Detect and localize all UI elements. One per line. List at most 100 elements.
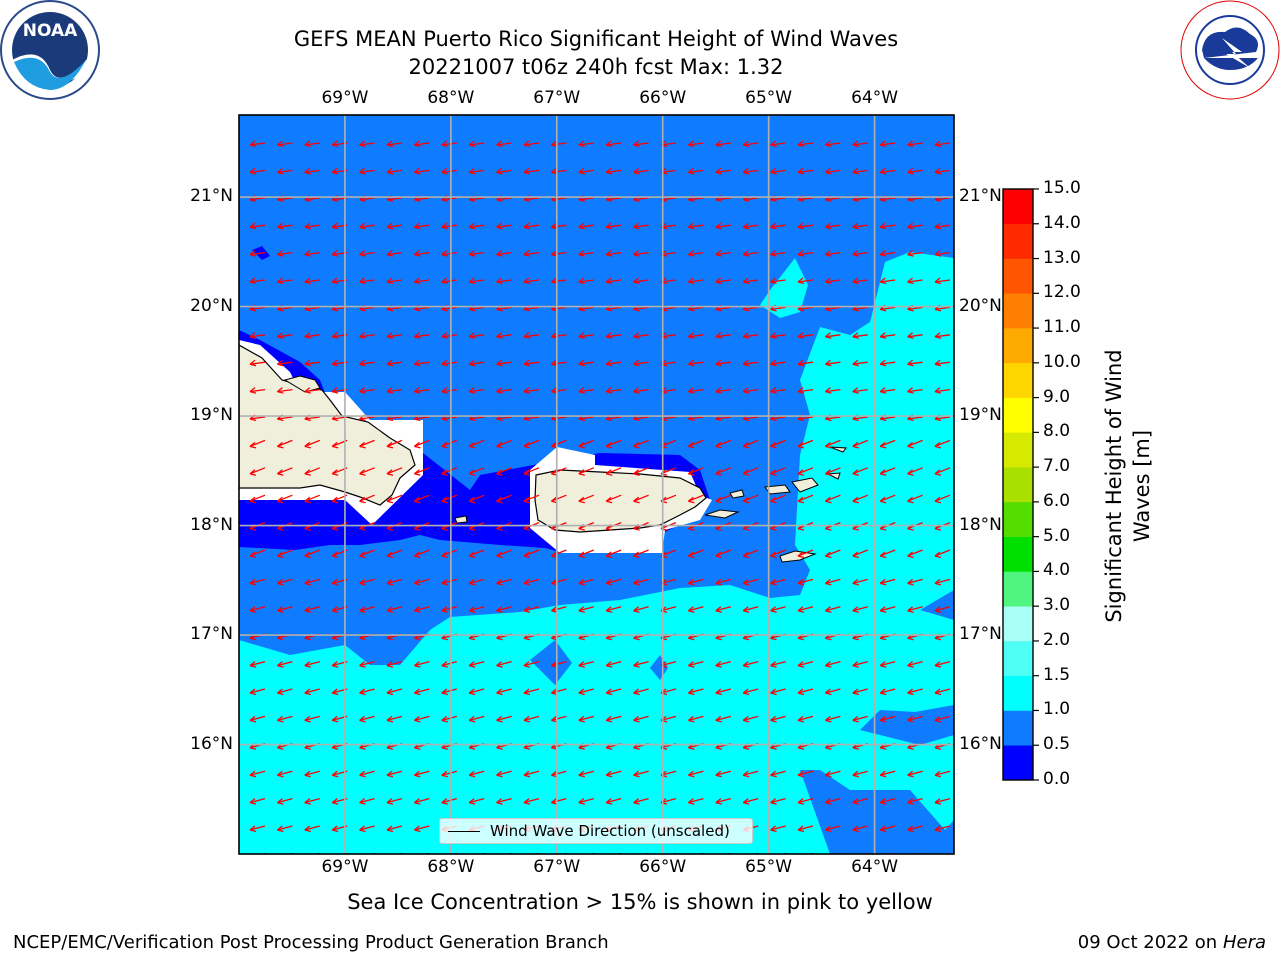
wind-arrow-icon [934, 606, 951, 612]
wind-arrow-icon [825, 688, 841, 694]
wind-arrow-icon [386, 494, 403, 502]
wind-arrow-icon [277, 797, 293, 804]
wind-arrow-icon [743, 606, 759, 612]
wind-arrow-icon [386, 825, 403, 831]
lon-label-top: 66°W [639, 88, 687, 108]
wind-arrow-head-icon [633, 798, 640, 805]
wind-arrow-icon [688, 660, 704, 667]
wind-arrow-head-icon [605, 688, 613, 696]
wind-arrow-head-icon [468, 250, 476, 257]
wind-arrow-icon [633, 439, 649, 448]
wind-arrow-icon [715, 142, 731, 146]
wind-arrow-head-icon [276, 825, 284, 833]
wind-arrow-head-icon [771, 881, 777, 887]
colorbar-segment [1003, 328, 1033, 364]
wind-arrow-icon [386, 467, 403, 475]
wind-arrow-head-icon [633, 167, 640, 175]
wind-arrow-head-icon [386, 825, 394, 833]
wind-arrow-icon [468, 549, 485, 557]
wind-arrow-head-icon [742, 496, 750, 504]
wind-arrow-head-icon [715, 551, 722, 559]
wind-arrow-icon [606, 251, 622, 256]
wind-arrow-head-icon [715, 250, 722, 257]
wind-arrow-icon [386, 142, 403, 146]
wind-arrow-head-icon [523, 250, 531, 257]
wind-arrow-icon [825, 279, 841, 283]
wind-arrow-icon [523, 770, 540, 776]
colorbar-tick-label: 14.0 [1043, 212, 1081, 233]
wind-arrow-icon [934, 825, 951, 831]
wind-arrow-icon [825, 361, 841, 365]
wind-arrow-icon [249, 439, 266, 448]
wind-arrow-head-icon [852, 825, 859, 833]
lat-label-left: 16°N [190, 733, 233, 754]
wind-arrow-head-icon [934, 798, 942, 805]
wind-arrow-head-icon [687, 140, 695, 148]
wind-arrow-icon [688, 224, 704, 228]
wind-arrow-icon [249, 197, 266, 201]
wind-arrow-head-icon [797, 661, 805, 668]
wind-arrow-icon [934, 660, 951, 667]
wind-arrow-icon [634, 881, 649, 885]
wind-arrow-head-icon [468, 688, 476, 696]
wind-arrow-icon [304, 688, 320, 694]
colorbar-tick-label: 8.0 [1043, 421, 1071, 442]
wind-arrow-icon [770, 606, 786, 612]
wind-arrow-head-icon [852, 715, 859, 723]
wind-arrow-icon [743, 688, 759, 694]
wind-arrow-icon [551, 439, 567, 448]
wind-arrow-icon [606, 169, 622, 174]
wind-arrow-head-icon [496, 277, 503, 285]
wind-arrow-head-icon [413, 332, 421, 339]
wind-arrow-icon [249, 715, 266, 722]
wind-arrow-head-icon [824, 496, 832, 504]
wind-arrow-icon [386, 715, 403, 722]
wind-arrow-head-icon [413, 441, 421, 449]
wind-arrow-head-icon [907, 441, 914, 449]
wind-arrow-head-icon [605, 332, 613, 339]
wind-arrow-icon [825, 142, 841, 146]
wind-arrow-icon [743, 660, 759, 667]
wind-arrow-icon [880, 142, 896, 146]
wind-arrow-icon [715, 197, 731, 201]
wind-arrow-icon [633, 197, 649, 201]
wind-arrow-head-icon [413, 359, 421, 367]
wind-arrow-head-icon [441, 578, 448, 586]
wind-arrow-icon [551, 881, 566, 885]
wind-arrow-head-icon [824, 825, 832, 833]
wind-arrow-icon [715, 578, 731, 585]
wind-arrow-icon [578, 578, 594, 585]
wind-arrow-icon [743, 334, 759, 338]
wind-arrow-icon [743, 224, 759, 228]
wind-arrow-head-icon [879, 441, 887, 449]
wind-arrow-icon [633, 224, 649, 228]
wind-arrow-icon [277, 881, 292, 885]
wind-arrow-head-icon [496, 798, 503, 805]
wind-arrow-head-icon [441, 770, 448, 778]
wind-arrow-icon [852, 388, 868, 393]
lon-label-bottom: 64°W [851, 857, 899, 877]
wind-arrow-icon [523, 715, 540, 722]
wind-arrow-head-icon [687, 277, 695, 285]
wind-arrow-icon [441, 578, 457, 585]
wind-arrow-head-icon [605, 770, 613, 778]
wind-arrow-head-icon [441, 469, 448, 476]
wind-arrow-icon [578, 197, 594, 201]
wind-arrow-icon [825, 494, 841, 502]
wind-arrow-icon [743, 770, 759, 776]
wind-arrow-icon [441, 279, 457, 283]
wind-arrow-head-icon [496, 332, 503, 339]
wind-arrow-icon [578, 334, 594, 338]
wind-arrow-icon [880, 881, 895, 885]
wind-arrow-icon [606, 881, 621, 885]
wind-arrow-head-icon [824, 277, 832, 285]
wind-arrow-icon [716, 881, 731, 885]
wind-arrow-icon [304, 825, 320, 831]
wind-arrow-head-icon [304, 688, 311, 696]
wind-arrow-head-icon [907, 578, 914, 586]
wind-arrow-icon [688, 361, 704, 365]
wind-arrow-icon [523, 416, 540, 420]
wind-arrow-icon [880, 306, 896, 311]
wind-arrow-head-icon [797, 606, 805, 613]
wind-arrow-head-icon [742, 661, 750, 668]
